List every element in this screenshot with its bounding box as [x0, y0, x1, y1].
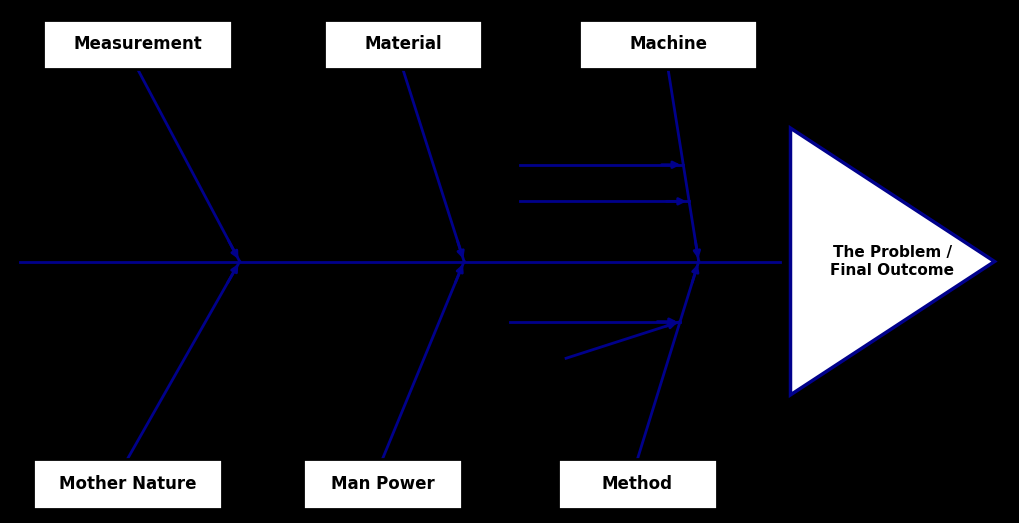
Text: The Problem /
Final Outcome: The Problem / Final Outcome	[829, 245, 954, 278]
Text: Measurement: Measurement	[73, 36, 202, 53]
Polygon shape	[790, 128, 994, 395]
FancyBboxPatch shape	[579, 20, 756, 69]
Text: Mother Nature: Mother Nature	[59, 475, 196, 493]
FancyBboxPatch shape	[558, 459, 716, 508]
FancyBboxPatch shape	[324, 20, 482, 69]
Text: Material: Material	[364, 36, 441, 53]
FancyBboxPatch shape	[34, 459, 222, 508]
Text: Machine: Machine	[629, 36, 706, 53]
FancyBboxPatch shape	[304, 459, 462, 508]
Text: Method: Method	[601, 475, 673, 493]
FancyBboxPatch shape	[44, 20, 232, 69]
Text: Man Power: Man Power	[330, 475, 434, 493]
